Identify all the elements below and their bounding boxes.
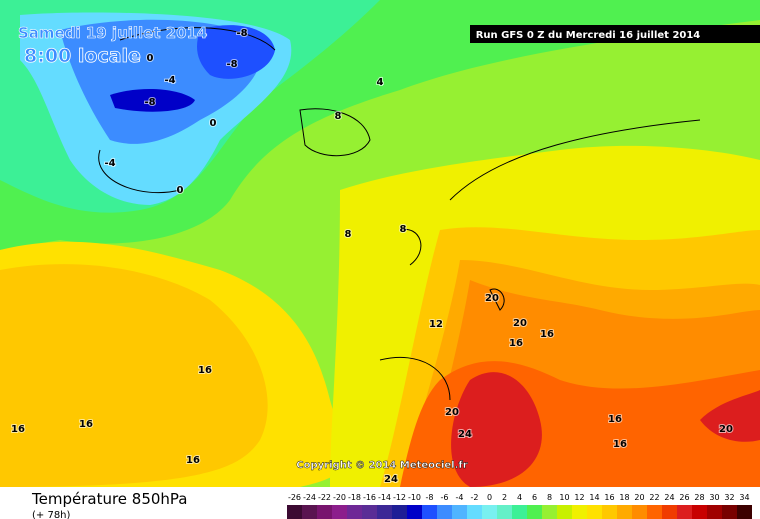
scale-label: -4 (456, 493, 464, 502)
scale-cell (617, 505, 632, 519)
date-label: Samedi 19 juillet 2014 (18, 24, 208, 42)
scale-cell (377, 505, 392, 519)
scale-cell (362, 505, 377, 519)
map (0, 0, 760, 487)
contour-label: 16 (540, 329, 554, 340)
contour-label: 16 (79, 419, 93, 430)
contour-label: -4 (164, 75, 175, 86)
scale-cell (317, 505, 332, 519)
contour-label: 16 (509, 338, 523, 349)
scale-cell (407, 505, 422, 519)
scale-cell (722, 505, 737, 519)
scale-cell (332, 505, 347, 519)
scale-cell (512, 505, 527, 519)
contour-label: -8 (236, 28, 247, 39)
contour-label: 0 (147, 53, 154, 64)
scale-label: 32 (724, 493, 734, 502)
scale-label: -6 (441, 493, 449, 502)
run-box (470, 25, 760, 43)
scale-label: -10 (408, 493, 421, 502)
scale-cell (692, 505, 707, 519)
scale-label: 18 (619, 493, 629, 502)
scale-label: 14 (589, 493, 599, 502)
scale-label: -8 (426, 493, 434, 502)
scale-cell (527, 505, 542, 519)
scale-cell (707, 505, 722, 519)
contour-label: 24 (458, 429, 472, 440)
contour-label: 20 (485, 293, 499, 304)
contour-label: 8 (345, 229, 352, 240)
scale-cell (347, 505, 362, 519)
contour-label: 16 (186, 455, 200, 466)
contour-label: 20 (445, 407, 459, 418)
footer-subtitle: (+ 78h) (32, 510, 71, 519)
scale-label: 10 (559, 493, 569, 502)
scale-cell (497, 505, 512, 519)
scale-cell (437, 505, 452, 519)
scale-cell (677, 505, 692, 519)
scale-label: 28 (694, 493, 704, 502)
scale-cell (647, 505, 662, 519)
contour-label: 16 (11, 424, 25, 435)
footer-title: Température 850hPa (31, 490, 188, 508)
scale-cell (587, 505, 602, 519)
scale-label: -26 (288, 493, 301, 502)
scale-cell (467, 505, 482, 519)
scale-label: 24 (664, 493, 674, 502)
scale-label: 6 (532, 493, 537, 502)
scale-cell (602, 505, 617, 519)
scale-label: 34 (739, 493, 749, 502)
scale-label: 26 (679, 493, 689, 502)
contour-label: 4 (377, 77, 384, 88)
run-label: Run GFS 0 Z du Mercredi 16 juillet 2014 (476, 30, 701, 41)
scale-label: 16 (604, 493, 614, 502)
scale-cell (542, 505, 557, 519)
scale-label: -12 (393, 493, 406, 502)
contour-label: 0 (177, 185, 184, 196)
contour-label: -8 (144, 97, 155, 108)
contour-label: 16 (613, 439, 627, 450)
scale-label: 8 (547, 493, 552, 502)
scale-label: 20 (634, 493, 644, 502)
scale-cell (287, 505, 302, 519)
scale-label: 22 (649, 493, 659, 502)
scale-cell (422, 505, 437, 519)
contour-label: 16 (608, 414, 622, 425)
scale-cell (392, 505, 407, 519)
contour-label: -8 (226, 59, 237, 70)
scale-cell (302, 505, 317, 519)
contour-label: 20 (513, 318, 527, 329)
scale-label: -16 (363, 493, 376, 502)
scale-label: 30 (709, 493, 719, 502)
scale-cell (572, 505, 587, 519)
copyright: Copyright © 2014 Meteociel.fr (296, 460, 467, 471)
contour-label: 16 (198, 365, 212, 376)
scale-cell (557, 505, 572, 519)
contour-label: 24 (384, 474, 398, 485)
contour-label: -4 (104, 158, 115, 169)
scale-cell (662, 505, 677, 519)
contour-label: 12 (429, 319, 443, 330)
contour-label: 8 (335, 111, 342, 122)
scale-label: -24 (303, 493, 316, 502)
scale-cell (632, 505, 647, 519)
scale-label: -22 (318, 493, 331, 502)
time-label: 8:00 locale (24, 45, 141, 67)
scale-cell (452, 505, 467, 519)
scale-label: 12 (574, 493, 584, 502)
scale-cell (482, 505, 497, 519)
scale-label: -2 (471, 493, 479, 502)
scale-label: -18 (348, 493, 361, 502)
contour-label: 0 (210, 118, 217, 129)
contour-label: 8 (400, 224, 407, 235)
contour-label: 20 (719, 424, 733, 435)
scale-label: -14 (378, 493, 391, 502)
scale-label: 4 (517, 493, 522, 502)
scale-cell (737, 505, 752, 519)
scale-label: 0 (487, 493, 492, 502)
scale-label: -20 (333, 493, 346, 502)
scale-label: 2 (502, 493, 507, 502)
